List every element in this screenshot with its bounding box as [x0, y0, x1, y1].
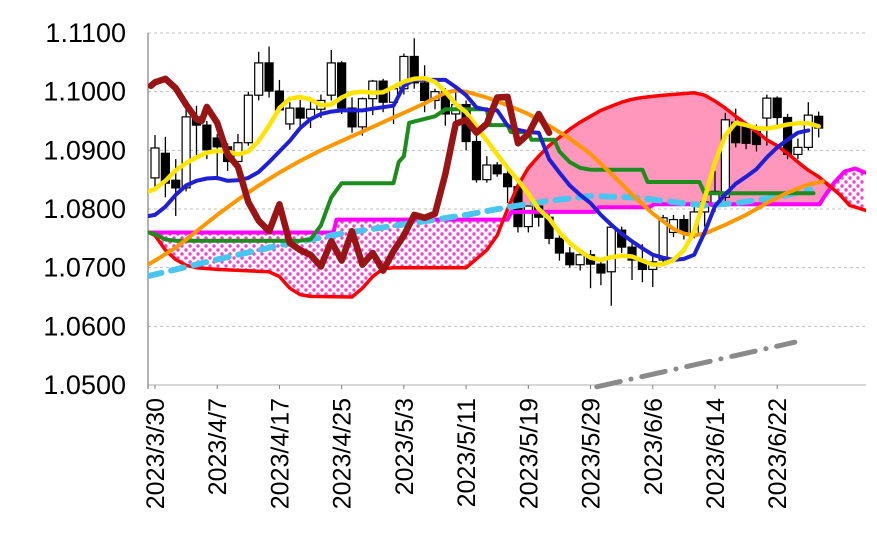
candle-up	[762, 97, 772, 119]
grid-layer: 1.0500 1.0600 1.0700 1.0800 1.0900 1.1000 1.11…	[43, 18, 866, 509]
candle-up	[243, 94, 253, 144]
blue-ma-line	[148, 77, 811, 262]
x-axis-label: 2023/6/22	[764, 398, 792, 509]
candle-up	[523, 205, 533, 228]
candle-up	[575, 254, 585, 266]
gray-dashdot-trendline	[594, 339, 798, 390]
candle-up	[181, 116, 191, 189]
candle-down	[202, 124, 212, 151]
senkou-span-a-red-line	[148, 91, 866, 299]
candle-up	[326, 62, 336, 96]
candle-down	[565, 252, 575, 266]
x-axis-label: 2023/5/3	[391, 398, 419, 495]
x-axis-label: 2023/5/11	[453, 398, 481, 507]
candle-down	[420, 82, 430, 102]
candle-up	[357, 98, 367, 128]
x-axis-label: 2023/5/19	[515, 398, 543, 509]
cloud-bullish-region	[505, 92, 832, 220]
candle-up	[658, 217, 668, 261]
candle-down	[502, 173, 513, 188]
y-axis-label: 1.0700	[43, 253, 126, 283]
candle-up	[482, 164, 492, 181]
candle-down	[627, 246, 637, 261]
y-axis-label: 1.0600	[43, 311, 126, 341]
x-axis-label: 2023/4/25	[329, 398, 357, 509]
x-axis-label: 2023/6/14	[702, 398, 730, 509]
y-axis-label: 1.0900	[43, 135, 126, 165]
candle-up	[254, 62, 264, 96]
x-axis-label: 2023/5/29	[578, 398, 606, 509]
candle-down	[171, 179, 181, 189]
candle-down	[409, 55, 419, 84]
x-axis-label: 2023/4/17	[266, 398, 294, 509]
candle-down	[471, 140, 482, 181]
y-axis-label: 1.1000	[43, 77, 126, 107]
candle-down	[492, 164, 502, 175]
indicator-lines-layer	[148, 75, 866, 299]
x-axis-label: 2023/4/7	[204, 398, 232, 495]
candle-down	[264, 62, 274, 92]
candle-up	[150, 147, 160, 179]
y-axis-label: 1.0800	[43, 194, 126, 224]
candle-down	[596, 263, 606, 274]
lagging-darkred-line	[148, 75, 553, 274]
y-axis-label: 1.1100	[45, 18, 126, 48]
candle-down	[554, 237, 565, 254]
y-axis-label: 1.0500	[43, 370, 126, 400]
candle-down	[741, 126, 751, 144]
x-axis-label: 2023/6/6	[640, 398, 668, 495]
candle-down	[337, 62, 347, 109]
senkou-span-b-magenta-line	[148, 166, 866, 235]
trendline-layer	[594, 339, 798, 390]
candle-down	[772, 97, 782, 119]
x-axis-label: 2023/3/30	[142, 398, 170, 509]
trendline-cyan-dashed-line	[148, 186, 814, 279]
candle-down	[295, 107, 305, 119]
candle-up	[368, 80, 378, 100]
candle-up	[793, 146, 803, 156]
candle-up	[606, 226, 616, 273]
yellow-ma-line	[148, 75, 821, 267]
candle-up	[285, 107, 295, 125]
candle-down	[347, 107, 357, 128]
